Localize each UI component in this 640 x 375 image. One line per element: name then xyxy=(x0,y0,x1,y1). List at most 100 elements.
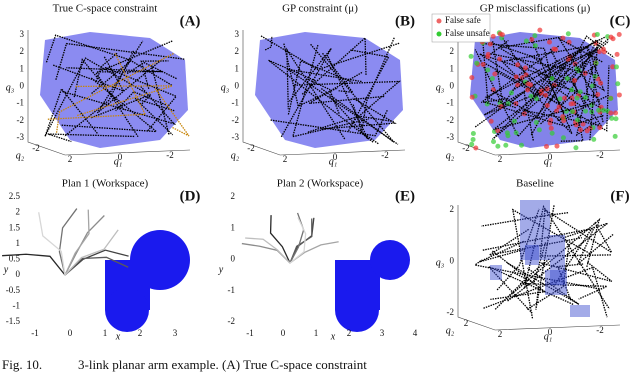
arm-pose xyxy=(64,215,105,276)
baseline-box xyxy=(490,265,502,280)
arm-pose xyxy=(289,241,339,264)
y-tick-label: -1.5 xyxy=(6,316,21,326)
y-tick-label: 0 xyxy=(450,81,455,91)
x-tick-label: 2 xyxy=(347,328,352,338)
y-axis-label: q₃ xyxy=(221,82,230,93)
misclass-dot xyxy=(595,92,601,98)
misclass-dot xyxy=(613,116,619,122)
trajectory xyxy=(483,53,588,116)
trajectory xyxy=(497,36,608,113)
misclass-dot xyxy=(549,130,555,136)
misclass-dot xyxy=(612,133,618,139)
arm-pose xyxy=(269,215,291,264)
misclass-dot xyxy=(616,92,622,98)
misclass-dot xyxy=(505,133,511,139)
y-tick-label: -1 xyxy=(447,98,455,108)
trajectory xyxy=(511,241,547,284)
misclass-dot xyxy=(551,46,557,52)
panel-title: GP misclassifications (μ) xyxy=(480,3,591,15)
x-tick-label: 0 xyxy=(548,327,553,337)
x-tick-label: 0 xyxy=(333,152,338,162)
misclass-dot xyxy=(470,131,476,137)
misclass-dot xyxy=(546,39,552,45)
misclass-dot xyxy=(469,75,475,81)
trajectory xyxy=(543,208,613,253)
trajectory xyxy=(260,35,400,71)
trajectory xyxy=(529,48,558,103)
z-axis-label: q₂ xyxy=(16,150,25,161)
trajectory xyxy=(154,87,190,137)
misclass-dot xyxy=(492,71,498,77)
misclass-dot xyxy=(556,104,562,110)
x-tick-label: -2 xyxy=(596,325,604,335)
misclass-dot xyxy=(497,56,503,62)
y-tick-label: 2.5 xyxy=(9,191,21,201)
x-tick-label: 2 xyxy=(68,154,73,164)
trajectory xyxy=(308,79,341,115)
misclass-dot xyxy=(469,94,475,100)
y-tick-label: 0 xyxy=(235,81,240,91)
misclass-dot xyxy=(609,115,615,121)
misclass-dot xyxy=(569,95,575,101)
misclass-dot xyxy=(615,81,621,87)
misclass-dot xyxy=(574,95,580,101)
misclass-dot xyxy=(480,62,486,68)
trajectory xyxy=(494,37,542,98)
misclass-dot xyxy=(583,108,589,114)
x-axis-label: x xyxy=(115,331,121,342)
trajectory xyxy=(294,80,401,121)
trajectory xyxy=(55,42,185,80)
misclass-dot xyxy=(591,136,597,142)
misclass-dot xyxy=(508,90,514,96)
misclass-dot xyxy=(485,67,491,73)
trajectory xyxy=(494,257,551,310)
arm-pose xyxy=(289,218,313,264)
misclass-dot xyxy=(598,80,604,86)
y-tick-label: 1 xyxy=(450,63,455,73)
misclass-dot xyxy=(470,137,476,143)
misclass-dot xyxy=(577,89,583,95)
obstacle xyxy=(335,288,379,332)
misclass-dot xyxy=(596,107,602,113)
misclass-dot xyxy=(608,34,614,40)
trajectory xyxy=(63,50,135,137)
trajectory xyxy=(482,227,594,286)
y-tick-label: -1 xyxy=(232,98,240,108)
misclass-dot xyxy=(578,127,584,133)
trajectory xyxy=(538,261,613,283)
arm-pose xyxy=(38,212,66,276)
y-tick-label: 2 xyxy=(231,191,236,201)
panel-title: Plan 1 (Workspace) xyxy=(62,178,149,190)
y-tick-label: 0 xyxy=(450,256,455,266)
misclass-dot xyxy=(525,87,531,93)
axis-box xyxy=(457,205,621,331)
trajectory xyxy=(321,97,397,130)
misclass-dot xyxy=(616,31,622,37)
x-tick-label: 3 xyxy=(380,328,385,338)
y-tick-label: -2 xyxy=(447,307,455,317)
misclass-dot xyxy=(528,93,534,99)
trajectory xyxy=(577,226,615,265)
x-axis-label: q₁ xyxy=(544,331,552,342)
trajectory xyxy=(523,204,610,310)
x-tick-label: -1 xyxy=(246,328,254,338)
y-tick-label: -3 xyxy=(17,132,25,142)
y-tick-label: 0 xyxy=(20,81,25,91)
misclass-dot xyxy=(614,51,620,57)
misclass-dot xyxy=(473,145,479,151)
misclass-dot xyxy=(522,65,528,71)
misclass-dot xyxy=(608,96,614,102)
panel-letter: (D) xyxy=(180,188,201,204)
y-tick-label: -3 xyxy=(447,132,455,142)
trajectory xyxy=(270,109,388,137)
y-tick-label: 2 xyxy=(20,46,25,56)
arm-pose xyxy=(245,237,291,264)
misclass-dot xyxy=(491,139,497,145)
misclass-dot xyxy=(538,90,544,96)
arm-pose xyxy=(58,208,78,276)
trajectory xyxy=(529,55,598,84)
trajectory xyxy=(308,71,385,105)
misclass-dot xyxy=(547,120,553,126)
misclass-dot xyxy=(569,87,575,93)
